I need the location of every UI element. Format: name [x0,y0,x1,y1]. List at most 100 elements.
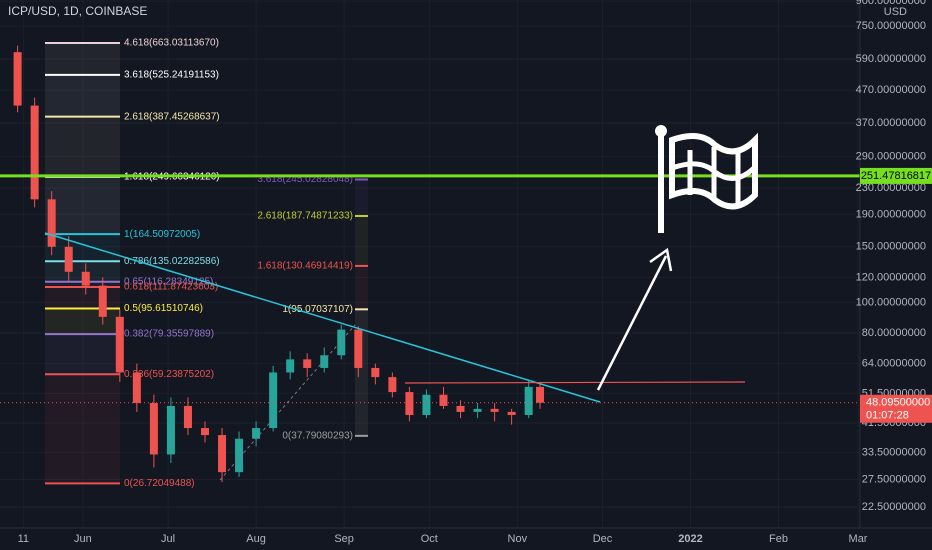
x-tick-label: Oct [421,533,438,545]
y-tick-label: 470.00000000 [856,84,926,96]
candle-body [388,377,397,393]
candle-body [200,428,209,436]
fib-band [45,116,120,177]
fib-band [45,74,120,117]
fib-band [45,176,120,235]
x-tick-label: Jun [74,533,92,545]
price-tag [860,167,932,184]
fib-label: 0.618(111.87423603) [124,282,218,293]
y-tick-label: 100.00000000 [856,296,926,308]
candle-body [252,428,261,439]
x-tick-label: Aug [246,533,266,545]
candle-body [354,329,363,368]
fib-band [45,334,120,375]
x-tick-label: 11 [18,533,29,545]
x-tick-label: Nov [508,533,528,545]
candle-body [47,199,56,247]
candle-body [320,355,329,368]
candle-body [115,316,124,373]
price-tag-label: 48.09500000 [866,397,930,409]
y-tick-label: 190.00000000 [856,208,926,220]
candle-body [286,359,295,373]
candle-body [166,405,175,455]
candle-body [422,394,431,415]
flag-icon [655,125,758,233]
fib-label: 1(95.07037107) [282,304,353,315]
candle-body [524,386,533,415]
fib-label: 0.236(59.23875202) [124,369,214,380]
x-tick-label: Mar [849,533,868,545]
y-tick-label: 33.50000000 [862,446,926,458]
candle-body [473,408,482,412]
x-tick-label: Feb [769,533,788,545]
fib-label: 0(37.79080293) [282,430,353,441]
y-tick-label: 64.00000000 [862,358,926,370]
candle-body [218,435,227,473]
candle-body [81,271,90,286]
arrow-head [649,247,673,272]
fib-band [45,42,120,75]
candle-body [490,408,499,412]
price-tag-label: 251.47816817 [861,170,931,182]
y-unit: USD [884,6,907,18]
x-tick-label: Dec [593,533,613,545]
fib-band [355,265,368,310]
y-tick-label: 900.00000000 [856,0,926,7]
chart-title: ICP/USD, 1D, COINBASE [8,4,147,18]
y-tick-label: 150.00000000 [856,241,926,253]
candle-body [98,285,107,317]
y-tick-label: 590.00000000 [856,53,926,65]
fib-label: 3.618(245.02828048) [257,174,353,185]
y-tick-label: 120.00000000 [856,271,926,283]
candle-body [337,329,346,356]
arrow [596,255,668,391]
fib-band [45,261,120,282]
candle-body [13,52,22,106]
fib-label: 0.786(135.02282586) [124,256,220,267]
fib-band [45,374,120,484]
candle-body [371,367,380,378]
candle-body [507,411,516,415]
candle-body [183,405,192,429]
candle-body [149,403,158,455]
fib-band [45,234,120,262]
fib-band [45,287,120,309]
countdown: 01:07:28 [866,410,909,422]
y-tick-label: 230.00000000 [856,182,926,194]
candle-body [456,405,465,412]
candle-body [132,372,141,404]
candle-body [439,394,448,406]
fib-label: 1(164.50972005) [124,229,200,240]
y-tick-label: 22.50000000 [862,501,926,513]
y-tick-label: 290.00000000 [856,150,926,162]
price-tag [860,394,932,423]
x-tick-label: Jul [161,533,175,545]
fib-label: 2.618(187.74871233) [257,211,353,222]
fib-label: 4.618(663.03113670) [124,38,219,49]
trend-line [44,232,601,403]
fib-band [355,179,368,217]
candle-body [405,392,414,415]
resistance-line [404,381,746,384]
x-tick-label: 2022 [678,533,702,545]
fib-label: 3.618(525.24191153) [124,70,219,81]
candle-body [269,372,278,429]
fib-label: 0.382(79.35597889) [124,329,214,340]
fib-label: 0.5(95.61510746) [124,303,203,314]
candle-body [30,105,39,200]
y-tick-label: 27.50000000 [862,473,926,485]
y-tick-label: 750.00000000 [856,20,926,32]
fib-band [45,308,120,335]
fib-band [355,216,368,266]
x-tick-label: Sep [334,533,354,545]
fib-label: 1.618(130.46914419) [257,261,353,272]
y-tick-label: 80.00000000 [862,327,926,339]
candle-body [303,359,312,368]
candle-body [536,386,545,403]
fib-label: 2.618(387.45268637) [124,111,220,122]
candle-body [235,438,244,473]
y-tick-label: 370.00000000 [856,117,926,129]
dashed-line [219,324,356,481]
